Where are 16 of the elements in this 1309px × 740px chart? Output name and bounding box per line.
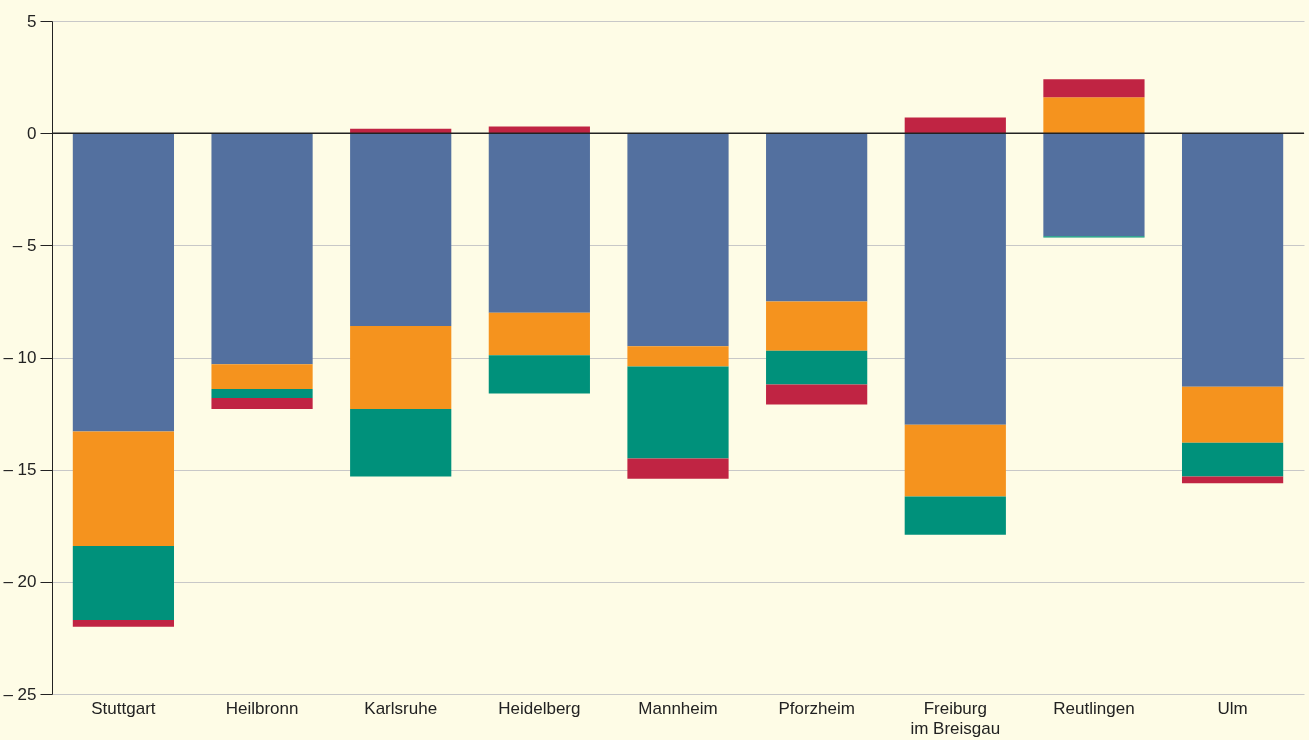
- x-tick-label: Mannheim: [638, 698, 718, 718]
- y-tick-label: 0: [27, 123, 37, 143]
- x-tick-label: Pforzheim: [778, 698, 855, 718]
- x-tick-label: Heilbronn: [225, 698, 299, 718]
- x-tick-label: Heidelberg: [498, 698, 581, 718]
- x-tick-label: Karlsruhe: [364, 698, 438, 718]
- y-tick-label: – 5: [12, 235, 37, 255]
- y-tick-label: – 20: [3, 572, 37, 592]
- y-tick-label: 5: [27, 11, 37, 31]
- y-tick-label: – 25: [3, 684, 37, 704]
- y-tick-label: – 10: [3, 348, 37, 367]
- x-tick-label: Ulm: [1217, 698, 1248, 718]
- y-tick-label: – 15: [3, 460, 37, 480]
- x-tick-label: Freiburg im Breisgau: [910, 698, 1001, 738]
- x-tick-label: Reutlingen: [1053, 698, 1135, 718]
- x-tick-label: Stuttgart: [91, 698, 156, 718]
